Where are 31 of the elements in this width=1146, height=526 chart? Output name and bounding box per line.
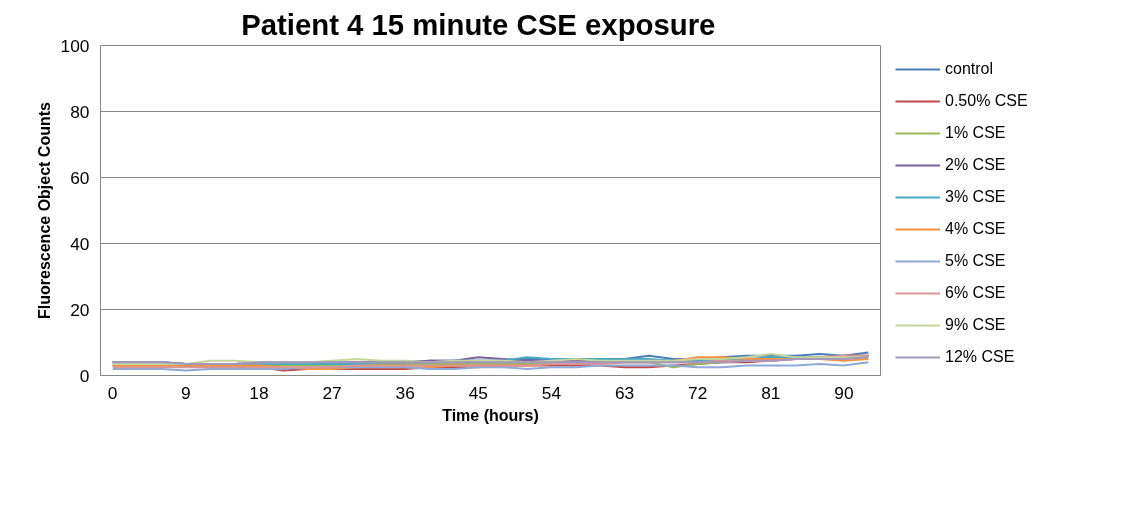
x-tick-label: 18 <box>249 382 269 403</box>
legend-label: 5% CSE <box>945 252 1006 270</box>
y-tick-label: 40 <box>70 233 90 254</box>
legend-label: 1% CSE <box>945 124 1006 142</box>
y-tick-label: 100 <box>60 35 90 56</box>
x-tick-label: 90 <box>834 382 854 403</box>
x-tick-label: 63 <box>614 382 635 403</box>
legend-label: control <box>945 60 994 78</box>
legend-label: 6% CSE <box>945 284 1006 302</box>
x-tick-label: 0 <box>107 382 118 403</box>
chart-title: Patient 4 15 minute CSE exposure <box>241 7 716 41</box>
line-series <box>111 361 870 372</box>
y-tick-label: 0 <box>79 365 90 386</box>
x-tick-label: 27 <box>322 382 342 403</box>
y-tick-label: 80 <box>70 101 90 122</box>
legend-label: 4% CSE <box>945 220 1006 238</box>
x-tick-label: 9 <box>180 382 191 403</box>
y-tick-label: 20 <box>70 299 90 320</box>
x-tick-label: 72 <box>688 382 708 403</box>
legend-label: 3% CSE <box>945 188 1006 206</box>
legend-label: 12% CSE <box>945 348 1015 366</box>
y-tick-label: 60 <box>70 167 90 188</box>
y-axis-title: Fluorescence Object Counts <box>35 101 53 319</box>
legend-label: 9% CSE <box>945 316 1006 334</box>
x-tick-label: 36 <box>395 382 415 403</box>
x-tick-label: 45 <box>468 382 488 403</box>
legend-label: 0.50% CSE <box>945 92 1028 110</box>
x-tick-label: 81 <box>761 382 781 403</box>
legend-label: 2% CSE <box>945 156 1006 174</box>
x-tick-label: 54 <box>541 382 562 403</box>
x-axis-title: Time (hours) <box>442 406 539 424</box>
